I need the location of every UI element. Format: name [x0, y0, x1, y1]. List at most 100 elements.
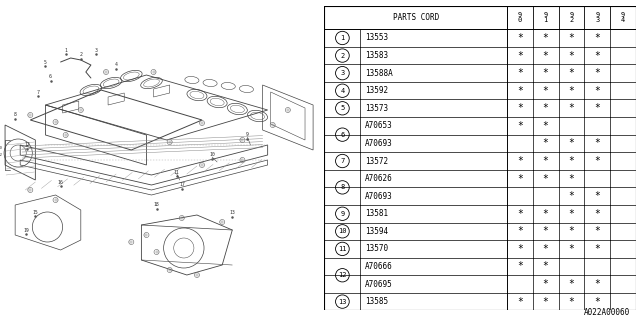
Text: *: *	[543, 121, 548, 131]
Text: *: *	[568, 209, 575, 219]
Text: *: *	[517, 68, 523, 78]
Text: 12: 12	[0, 153, 3, 157]
Text: *: *	[543, 261, 548, 271]
Text: *: *	[543, 86, 548, 96]
Text: 9
2: 9 2	[570, 12, 573, 23]
Text: *: *	[595, 226, 600, 236]
Text: *: *	[568, 86, 575, 96]
Text: *: *	[517, 173, 523, 184]
Text: 10: 10	[0, 146, 3, 150]
Text: 9
1: 9 1	[543, 12, 548, 23]
Text: *: *	[543, 226, 548, 236]
Text: 9
4: 9 4	[621, 12, 625, 23]
Text: 11: 11	[174, 170, 180, 174]
Text: *: *	[543, 139, 548, 148]
Text: *: *	[568, 33, 575, 43]
Text: *: *	[595, 139, 600, 148]
Text: *: *	[543, 297, 548, 307]
Text: 1: 1	[340, 35, 344, 41]
Text: *: *	[543, 68, 548, 78]
Text: *: *	[543, 51, 548, 60]
Text: 13581: 13581	[365, 209, 388, 218]
Text: 5: 5	[340, 105, 344, 111]
Text: A70693: A70693	[365, 192, 393, 201]
Text: 9: 9	[246, 132, 249, 138]
Text: 13: 13	[229, 211, 235, 215]
Text: *: *	[595, 68, 600, 78]
Text: *: *	[595, 51, 600, 60]
Text: *: *	[595, 244, 600, 254]
Text: 10: 10	[209, 153, 215, 157]
Text: *: *	[595, 297, 600, 307]
Text: *: *	[568, 51, 575, 60]
Text: 3: 3	[95, 47, 97, 52]
Text: *: *	[568, 244, 575, 254]
Text: 13573: 13573	[365, 104, 388, 113]
Text: *: *	[517, 297, 523, 307]
Text: A70693: A70693	[365, 139, 393, 148]
Text: 8: 8	[340, 184, 344, 190]
Text: *: *	[568, 226, 575, 236]
Text: 13570: 13570	[365, 244, 388, 253]
Text: 13588A: 13588A	[365, 68, 393, 78]
Text: 16: 16	[58, 180, 63, 185]
Text: *: *	[595, 156, 600, 166]
Text: *: *	[595, 103, 600, 113]
Text: 5: 5	[44, 60, 47, 65]
Text: *: *	[517, 226, 523, 236]
Text: PARTS CORD: PARTS CORD	[392, 13, 439, 22]
Text: *: *	[568, 297, 575, 307]
Text: 9
0: 9 0	[518, 12, 522, 23]
Text: A70626: A70626	[365, 174, 393, 183]
Text: A70666: A70666	[365, 262, 393, 271]
Text: 13: 13	[338, 299, 347, 305]
Text: 18: 18	[154, 203, 159, 207]
Text: *: *	[568, 68, 575, 78]
Text: *: *	[517, 51, 523, 60]
Text: *: *	[517, 86, 523, 96]
Text: *: *	[568, 103, 575, 113]
Text: 2: 2	[79, 52, 82, 58]
Text: 12: 12	[338, 272, 347, 278]
Text: *: *	[517, 244, 523, 254]
Text: *: *	[595, 33, 600, 43]
Text: 7: 7	[37, 90, 40, 94]
Text: *: *	[543, 103, 548, 113]
Text: 6: 6	[340, 132, 344, 138]
Text: *: *	[543, 244, 548, 254]
Text: 8: 8	[13, 113, 17, 117]
Text: *: *	[568, 191, 575, 201]
Text: 19: 19	[24, 228, 29, 233]
Text: *: *	[543, 279, 548, 289]
Text: 11: 11	[338, 246, 347, 252]
Text: *: *	[568, 279, 575, 289]
Text: 13594: 13594	[365, 227, 388, 236]
Text: 9: 9	[340, 211, 344, 217]
Text: 12: 12	[24, 142, 30, 148]
Text: *: *	[568, 173, 575, 184]
Text: 13585: 13585	[365, 297, 388, 306]
Text: 13592: 13592	[365, 86, 388, 95]
Text: 13583: 13583	[365, 51, 388, 60]
Text: *: *	[517, 121, 523, 131]
Text: 4: 4	[340, 88, 344, 94]
Text: 13553: 13553	[365, 34, 388, 43]
Text: 9
3: 9 3	[595, 12, 600, 23]
Text: *: *	[543, 33, 548, 43]
Text: *: *	[543, 156, 548, 166]
Text: 1: 1	[64, 47, 67, 52]
Text: 17: 17	[179, 182, 185, 188]
Text: 4: 4	[115, 62, 118, 68]
Text: *: *	[517, 261, 523, 271]
Text: *: *	[517, 209, 523, 219]
Text: 3: 3	[340, 70, 344, 76]
Text: *: *	[517, 156, 523, 166]
Text: *: *	[517, 103, 523, 113]
Text: A70653: A70653	[365, 121, 393, 130]
Text: *: *	[568, 139, 575, 148]
Text: A022A00060: A022A00060	[584, 308, 630, 317]
Text: 2: 2	[340, 52, 344, 59]
Text: 10: 10	[338, 228, 347, 234]
Text: *: *	[595, 86, 600, 96]
Text: *: *	[517, 33, 523, 43]
